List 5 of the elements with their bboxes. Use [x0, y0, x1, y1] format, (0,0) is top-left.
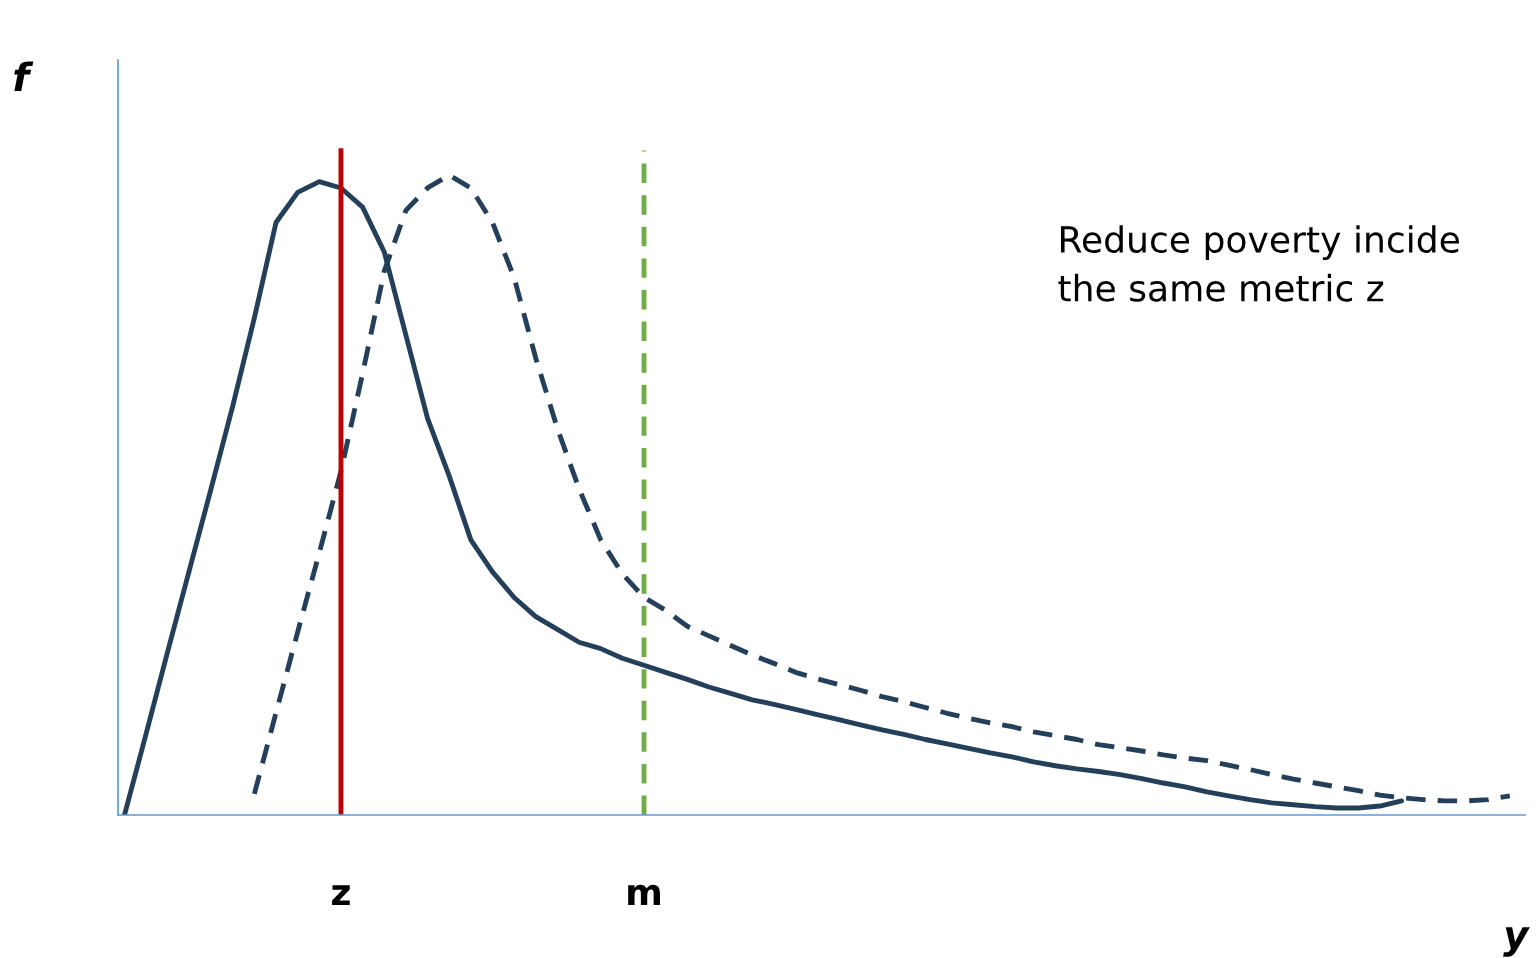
x-tick-label: z: [332, 885, 350, 905]
x-axis-title: y: [1503, 927, 1530, 957]
x-tick-label: m: [628, 884, 660, 905]
y-axis-title: f: [14, 61, 34, 92]
annotation: Reduce poverty incide the same metric z: [1058, 225, 1459, 302]
